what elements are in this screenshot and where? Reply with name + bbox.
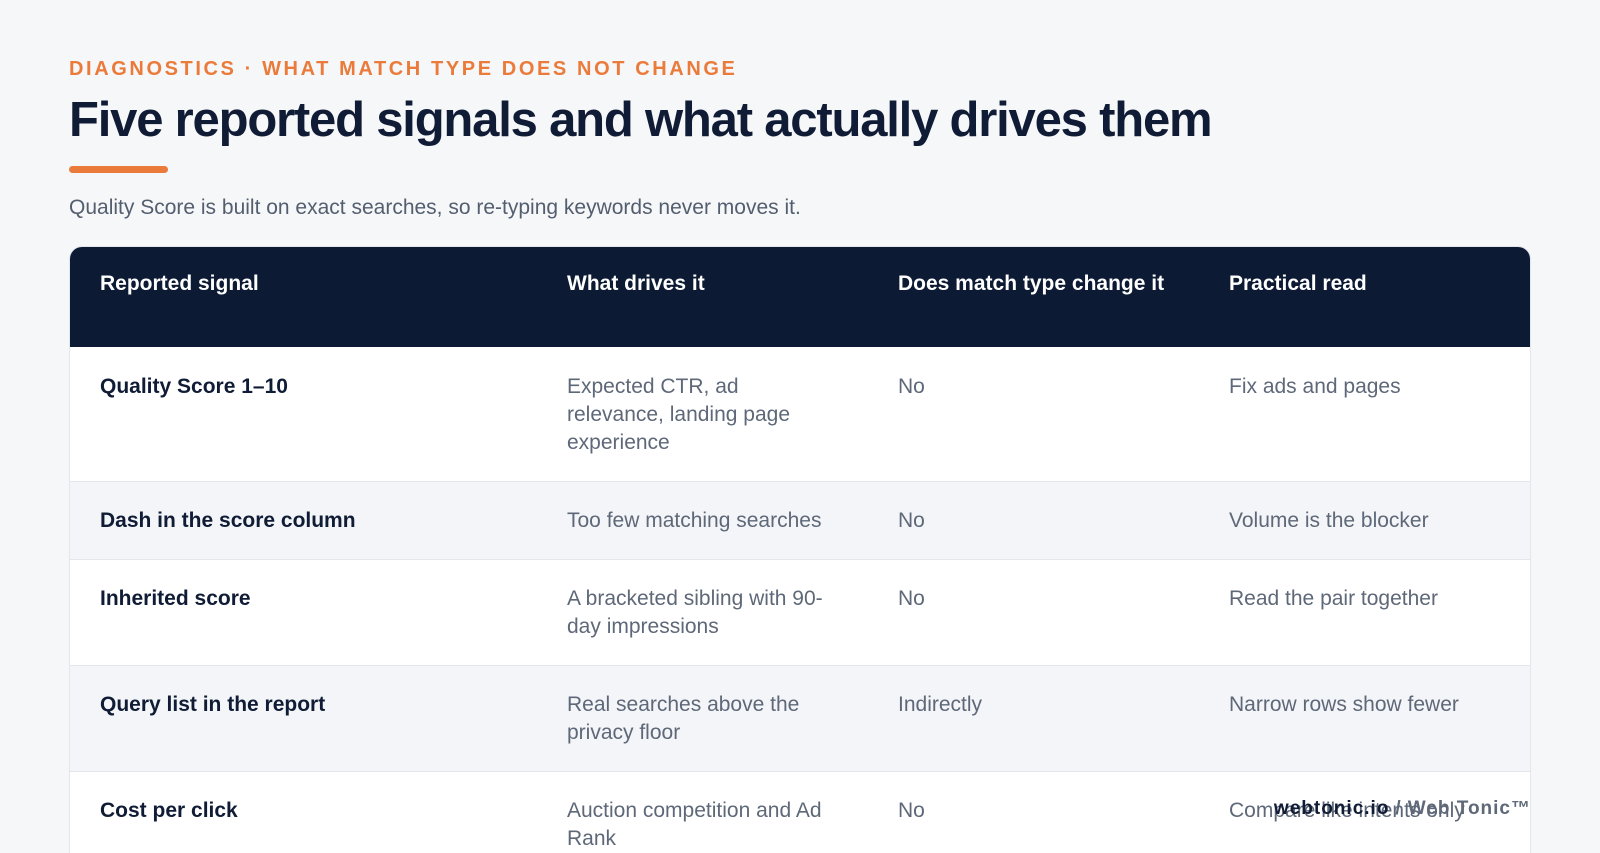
cell-read: Fix ads and pages <box>1199 347 1530 482</box>
cell-driver: A bracketed sibling with 90-day impressi… <box>537 559 868 666</box>
cell-signal: Inherited score <box>70 559 537 666</box>
cell-driver: Auction competition and Ad Rank <box>537 771 868 853</box>
footer-credit: webtonic.io / Web Tonic™ <box>1274 798 1531 820</box>
cell-match-type: Indirectly <box>868 665 1199 772</box>
cell-match-type: No <box>868 559 1199 666</box>
table-row: Quality Score 1–10 Expected CTR, ad rele… <box>70 347 1530 482</box>
cell-read: Volume is the blocker <box>1199 481 1530 560</box>
table-header-row: Reported signal What drives it Does matc… <box>70 247 1530 347</box>
eyebrow-label: DIAGNOSTICS · WHAT MATCH TYPE DOES NOT C… <box>69 58 738 80</box>
table-row: Inherited score A bracketed sibling with… <box>70 559 1530 666</box>
cell-match-type: No <box>868 481 1199 560</box>
cell-read: Narrow rows show fewer <box>1199 665 1530 772</box>
cell-signal: Cost per click <box>70 771 537 853</box>
cell-signal: Query list in the report <box>70 665 537 772</box>
footer-brand: Web Tonic™ <box>1407 798 1531 819</box>
signals-table-container: Reported signal What drives it Does matc… <box>70 247 1530 853</box>
table-row: Dash in the score column Too few matchin… <box>70 481 1530 560</box>
table-header: Reported signal What drives it Does matc… <box>70 247 1530 347</box>
page-subtitle: Quality Score is built on exact searches… <box>69 196 801 219</box>
footer-site-link[interactable]: webtonic.io <box>1273 798 1390 819</box>
cell-signal: Dash in the score column <box>70 481 537 560</box>
table-body: Quality Score 1–10 Expected CTR, ad rele… <box>70 347 1530 853</box>
page-title: Five reported signals and what actually … <box>69 93 1213 147</box>
column-header-read: Practical read <box>1199 247 1530 347</box>
cell-read: Compare like intents only <box>1199 771 1530 853</box>
cell-driver: Real searches above the privacy floor <box>537 665 868 772</box>
cell-match-type: No <box>868 771 1199 853</box>
table-row: Cost per click Auction competition and A… <box>70 771 1530 853</box>
cell-driver: Expected CTR, ad relevance, landing page… <box>537 347 868 482</box>
column-header-driver: What drives it <box>537 247 868 347</box>
table-row: Query list in the report Real searches a… <box>70 665 1530 772</box>
cell-match-type: No <box>868 347 1199 482</box>
cell-read: Read the pair together <box>1199 559 1530 666</box>
column-header-match-type: Does match type change it <box>868 247 1199 347</box>
footer-separator: / <box>1395 798 1402 819</box>
cell-signal: Quality Score 1–10 <box>70 347 537 482</box>
column-header-signal: Reported signal <box>70 247 537 347</box>
signals-table: Reported signal What drives it Does matc… <box>70 247 1530 853</box>
title-accent-bar <box>69 166 168 173</box>
cell-driver: Too few matching searches <box>537 481 868 560</box>
